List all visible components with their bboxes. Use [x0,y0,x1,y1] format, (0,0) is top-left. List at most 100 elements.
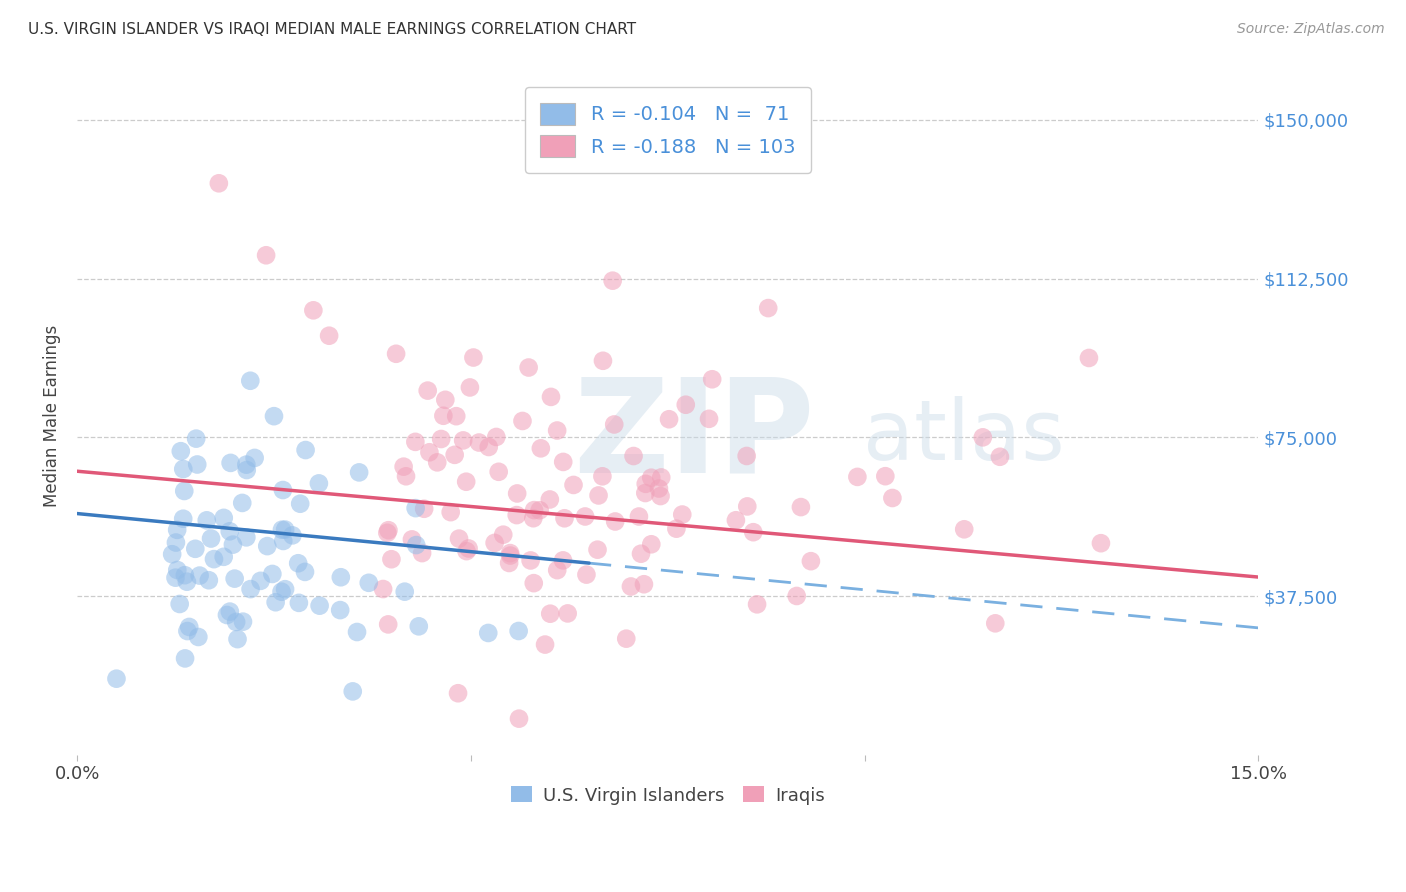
Point [202,552,225,566]
Point [290,497,312,511]
Point [270,584,292,599]
Point [380,552,402,566]
Point [456,475,478,489]
Point [485,430,508,444]
Point [173,483,195,498]
Point [232,615,254,629]
Point [512,414,534,428]
Point [1078,351,1101,365]
Legend: U.S. Virgin Islanders, Iraqis: U.S. Virgin Islanders, Iraqis [502,777,834,814]
Point [605,515,627,529]
Point [401,533,423,547]
Point [546,424,568,438]
Point [456,544,478,558]
Point [271,523,294,537]
Point [215,607,238,622]
Point [745,597,768,611]
Point [225,615,247,629]
Point [413,501,436,516]
Point [176,574,198,589]
Point [249,574,271,588]
Point [385,347,408,361]
Point [411,546,433,560]
Point [263,409,285,424]
Point [430,432,453,446]
Point [342,684,364,698]
Point [172,512,194,526]
Point [724,513,747,527]
Point [405,538,427,552]
Point [800,554,823,568]
Point [735,500,758,514]
Point [630,547,652,561]
Point [222,538,245,552]
Point [288,596,311,610]
Point [239,582,262,596]
Point [440,505,463,519]
Point [371,582,394,596]
Point [591,469,613,483]
Point [790,500,813,514]
Point [588,488,610,502]
Point [239,374,262,388]
Point [271,533,294,548]
Point [523,503,546,517]
Point [208,176,231,190]
Point [418,445,440,459]
Point [195,513,218,527]
Point [226,632,249,647]
Point [318,328,340,343]
Point [538,492,561,507]
Point [468,435,491,450]
Point [1090,536,1112,550]
Point [484,536,506,550]
Point [274,523,297,537]
Point [294,565,316,579]
Point [444,409,467,424]
Point [586,542,609,557]
Point [302,303,325,318]
Point [262,566,284,581]
Point [408,619,430,633]
Point [165,571,187,585]
Point [404,434,426,449]
Point [218,524,240,539]
Point [443,448,465,462]
Point [477,626,499,640]
Point [231,496,253,510]
Point [243,450,266,465]
Point [538,607,561,621]
Point [218,605,240,619]
Point [187,630,209,644]
Point [519,553,541,567]
Point [357,575,380,590]
Point [166,523,188,537]
Text: ZIP: ZIP [574,373,814,500]
Point [392,459,415,474]
Point [200,532,222,546]
Point [394,584,416,599]
Point [224,572,246,586]
Point [523,576,546,591]
Point [281,528,304,542]
Point [592,353,614,368]
Point [492,527,515,541]
Point [447,532,470,546]
Point [329,603,352,617]
Text: atlas: atlas [863,396,1064,477]
Text: U.S. VIRGIN ISLANDER VS IRAQI MEDIAN MALE EARNINGS CORRELATION CHART: U.S. VIRGIN ISLANDER VS IRAQI MEDIAN MAL… [28,22,637,37]
Point [395,469,418,483]
Point [405,501,427,516]
Point [735,449,758,463]
Point [375,525,398,540]
Point [529,503,551,517]
Point [165,535,187,549]
Point [875,469,897,483]
Point [553,455,575,469]
Point [551,553,574,567]
Point [463,351,485,365]
Point [498,556,520,570]
Point [627,509,650,524]
Point [254,248,277,262]
Point [675,398,697,412]
